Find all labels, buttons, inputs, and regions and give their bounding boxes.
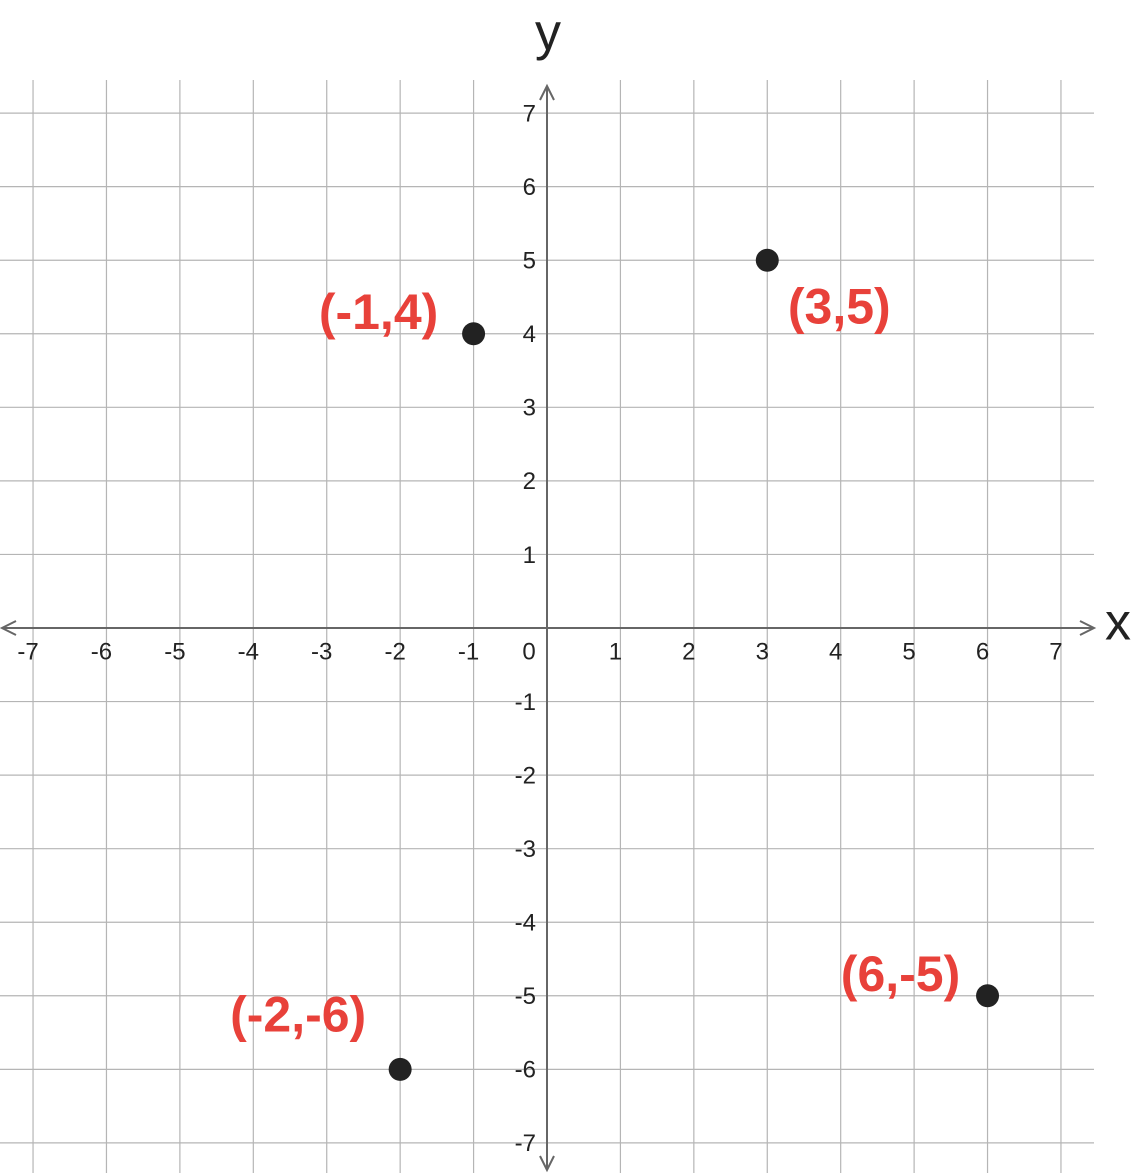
x-tick-label: -6: [91, 638, 112, 665]
y-tick-label: 7: [523, 100, 536, 127]
y-tick-label: -4: [515, 910, 536, 937]
y-axis-arrow: [539, 83, 555, 101]
x-tick-label: -1: [458, 638, 479, 665]
x-axis-title: x: [1105, 594, 1131, 652]
point: [462, 322, 486, 346]
y-tick-label: 5: [523, 248, 536, 275]
y-tick-label: -1: [515, 689, 536, 716]
x-tick-label: 2: [682, 638, 695, 665]
x-tick-label: 5: [902, 638, 915, 665]
point: [976, 984, 1000, 1008]
x-tick-label: 7: [1049, 638, 1062, 665]
x-tick-label: -4: [238, 638, 259, 665]
x-tick-label: -3: [311, 638, 332, 665]
point: [755, 248, 779, 272]
x-tick-label: 4: [829, 638, 842, 665]
y-tick-label: 3: [523, 395, 536, 422]
x-tick-label: 0: [522, 638, 535, 665]
x-tick-label: -7: [17, 638, 38, 665]
point-label: (3,5): [788, 278, 891, 334]
x-tick-label: 3: [756, 638, 769, 665]
point: [388, 1057, 412, 1081]
y-tick-label: 1: [523, 542, 536, 569]
x-tick-label: -2: [384, 638, 405, 665]
x-axis-arrow: [0, 620, 17, 636]
y-axis-arrow: [539, 1155, 555, 1173]
y-tick-label: -2: [515, 762, 536, 789]
y-tick-label: 6: [523, 174, 536, 201]
x-tick-label: 1: [609, 638, 622, 665]
y-tick-label: -7: [515, 1130, 536, 1157]
y-tick-label: 2: [523, 468, 536, 495]
point-label: (6,-5): [841, 946, 960, 1002]
x-tick-label: 6: [976, 638, 989, 665]
point-label: (-1,4): [319, 284, 438, 340]
x-tick-label: -5: [164, 638, 185, 665]
y-axis-title: y: [535, 4, 561, 62]
y-tick-label: -3: [515, 836, 536, 863]
y-tick-label: -5: [515, 983, 536, 1010]
y-tick-label: -6: [515, 1057, 536, 1084]
x-axis-arrow: [1079, 620, 1097, 636]
y-tick-label: 4: [523, 321, 536, 348]
point-label: (-2,-6): [230, 987, 366, 1043]
